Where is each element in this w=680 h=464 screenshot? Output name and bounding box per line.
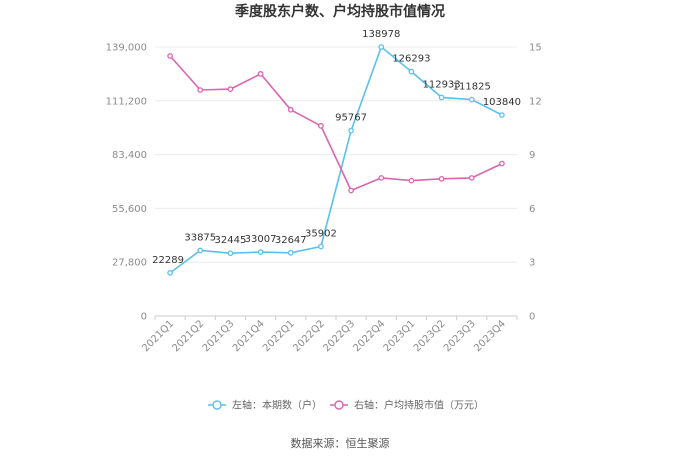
data-label: 35902 bbox=[305, 229, 337, 240]
x-axis-tick-label: 2022Q2 bbox=[291, 318, 327, 354]
series-1-point bbox=[287, 249, 294, 256]
x-axis-tick-label: 2022Q4 bbox=[352, 318, 388, 354]
left-axis-tick-label: 55,600 bbox=[112, 204, 147, 215]
series-2-point bbox=[227, 86, 234, 92]
series-2-point bbox=[499, 160, 505, 167]
legend: 左轴：本期数（户） 右轴：户均持股市值（万元） bbox=[208, 399, 484, 412]
right-axis-tick-label: 9 bbox=[529, 150, 535, 161]
series-2-point bbox=[167, 53, 173, 59]
data-label: 32445 bbox=[215, 235, 247, 246]
series-2-point bbox=[408, 177, 415, 184]
x-axis-tick-label: 2023Q1 bbox=[382, 318, 418, 354]
series-2-point bbox=[318, 123, 324, 129]
series-1-point bbox=[499, 112, 505, 118]
series-1-point bbox=[227, 250, 234, 257]
x-axis-tick-label: 2021Q1 bbox=[140, 318, 176, 354]
x-axis-tick-label: 2022Q1 bbox=[261, 318, 297, 354]
series-1-point bbox=[197, 247, 204, 254]
left-axis-tick-label: 111,200 bbox=[106, 96, 147, 107]
series-1-point bbox=[318, 243, 324, 250]
series-2-point bbox=[348, 187, 354, 194]
x-axis-tick-label: 2023Q3 bbox=[442, 318, 478, 354]
data-label: 103840 bbox=[483, 97, 521, 108]
series-2-point bbox=[468, 175, 475, 181]
series-2-point bbox=[287, 106, 294, 113]
series-1-point bbox=[408, 68, 415, 75]
series-1-point bbox=[167, 270, 173, 276]
right-axis-tick-label: 0 bbox=[529, 312, 535, 323]
x-axis-tick-label: 2021Q2 bbox=[171, 318, 207, 354]
legend-swatch-marker bbox=[334, 400, 344, 410]
series-2-point bbox=[378, 175, 385, 181]
series-line-2 bbox=[169, 55, 503, 192]
right-axis-tick-label: 3 bbox=[529, 258, 535, 269]
x-axis-tick-label: 2023Q2 bbox=[412, 318, 448, 354]
series-1-point bbox=[348, 127, 354, 134]
data-label: 111825 bbox=[453, 82, 491, 93]
left-axis-tick-label: 0 bbox=[141, 312, 147, 323]
legend-item-label: 左轴：本期数（户） bbox=[232, 399, 322, 412]
data-label: 126293 bbox=[392, 54, 430, 65]
chart-title: 季度股东户数、户均持股市值情况 bbox=[234, 3, 445, 20]
series-layer bbox=[167, 44, 505, 276]
x-axis-tick-label: 2021Q4 bbox=[231, 318, 267, 354]
left-axis-tick-label: 83,400 bbox=[112, 150, 147, 161]
series-1-point bbox=[378, 44, 385, 50]
series-1-point bbox=[438, 94, 445, 101]
x-axis-tick-label: 2022Q3 bbox=[321, 318, 357, 354]
x-axis-tick-label: 2021Q3 bbox=[201, 318, 237, 354]
data-label: 22289 bbox=[152, 255, 184, 266]
data-label: 112933 bbox=[422, 79, 460, 90]
legend-item-label: 右轴：户均持股市值（万元） bbox=[354, 399, 484, 412]
left-axis-tick-label: 27,800 bbox=[112, 258, 147, 269]
series-1-point bbox=[468, 96, 475, 103]
right-axis-tick-label: 12 bbox=[529, 96, 542, 107]
data-label: 95767 bbox=[335, 113, 367, 124]
right-axis-tick-label: 15 bbox=[529, 43, 542, 54]
right-axis-tick-label: 6 bbox=[529, 204, 535, 215]
series-line-1 bbox=[169, 46, 503, 274]
data-label: 32647 bbox=[275, 235, 307, 246]
x-axis-tick-label: 2023Q4 bbox=[472, 318, 508, 354]
series-2-point bbox=[438, 175, 445, 182]
series-2-point bbox=[257, 71, 264, 77]
series-2-point bbox=[197, 87, 204, 93]
data-label: 138978 bbox=[362, 29, 400, 40]
series-1-point bbox=[257, 249, 264, 255]
source-text: 数据来源：恒生聚源 bbox=[291, 436, 390, 450]
data-label: 33007 bbox=[245, 234, 277, 245]
left-axis-tick-label: 139,000 bbox=[106, 43, 147, 54]
data-label: 33875 bbox=[184, 232, 216, 243]
legend-swatch-marker bbox=[212, 400, 222, 410]
